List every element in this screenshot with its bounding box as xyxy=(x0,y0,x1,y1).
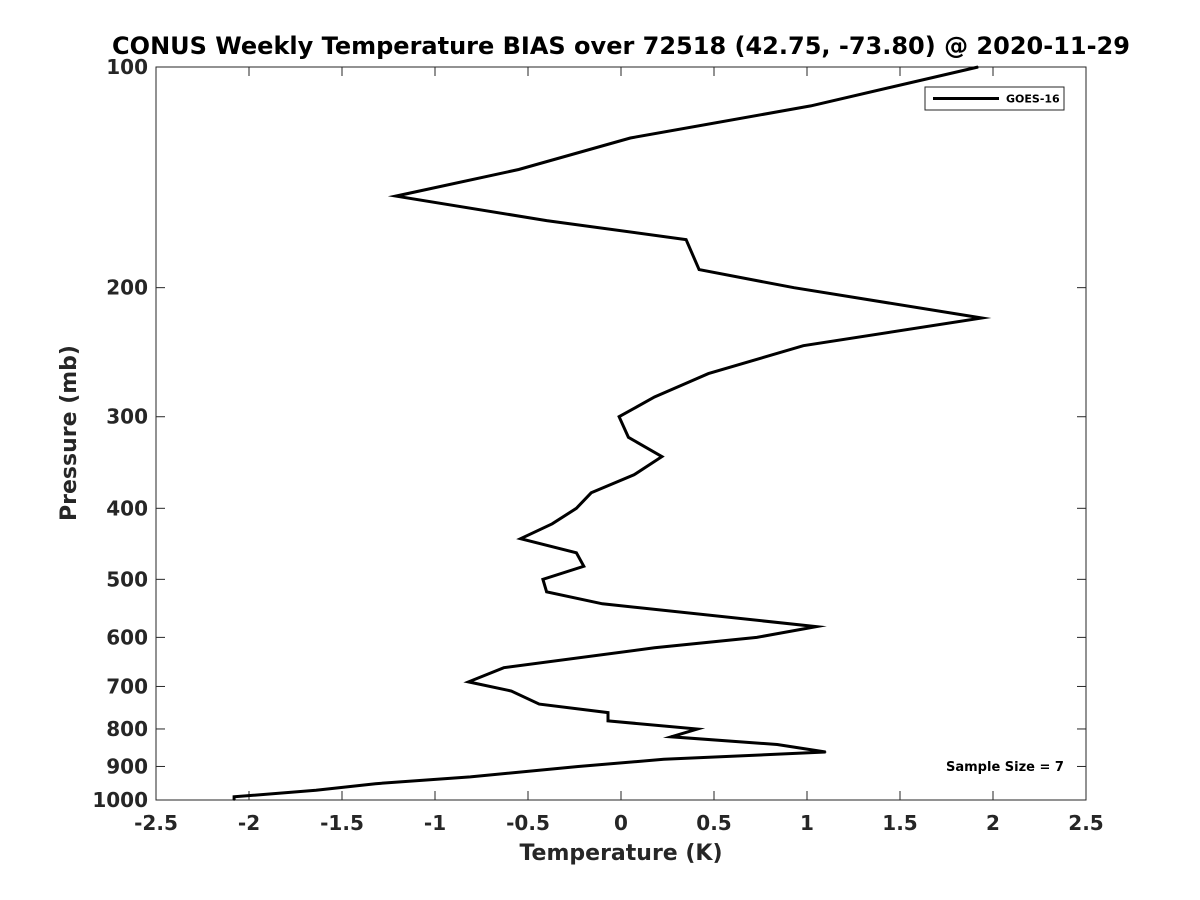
data-point xyxy=(696,728,699,730)
y-tick-label: 900 xyxy=(106,754,148,778)
series-line-goes-16 xyxy=(232,65,992,800)
data-point xyxy=(661,455,663,458)
x-axis: -2.5 -2 -1.5 -1 -0.5 0 0.5 1 1.5 2 2.5 xyxy=(134,67,1104,835)
y-tick-label: 700 xyxy=(106,674,148,698)
data-point xyxy=(233,799,235,801)
data-point xyxy=(627,436,630,439)
x-tick-label: 2 xyxy=(986,811,1000,835)
data-point xyxy=(629,137,632,139)
y-tick-label: 600 xyxy=(106,625,148,649)
y-tick-label: 1000 xyxy=(92,788,148,812)
data-point xyxy=(545,219,548,222)
data-point xyxy=(577,765,579,768)
data-point xyxy=(503,666,505,669)
data-point xyxy=(685,238,687,241)
series-layer xyxy=(232,65,992,801)
data-point xyxy=(633,474,635,476)
data-point xyxy=(545,591,548,593)
x-tick-label: 1.5 xyxy=(882,811,917,835)
x-tick-label: -2.5 xyxy=(134,811,178,835)
x-tick-label: 1 xyxy=(800,811,814,835)
x-tick-label: -1.5 xyxy=(320,811,364,835)
data-point xyxy=(653,647,656,649)
y-tick-label: 300 xyxy=(106,405,148,429)
legend: GOES-16 xyxy=(924,86,1065,111)
data-point xyxy=(395,195,397,197)
data-point xyxy=(315,789,317,792)
data-point xyxy=(981,317,983,319)
y-tick-label: 500 xyxy=(106,567,148,591)
data-point xyxy=(707,372,710,375)
data-point xyxy=(542,578,544,581)
x-axis-label: Temperature (K) xyxy=(519,841,722,866)
y-tick-label: 200 xyxy=(106,276,148,300)
chart-title: CONUS Weekly Temperature BIAS over 72518… xyxy=(112,32,1130,60)
data-point xyxy=(607,720,609,722)
data-point xyxy=(977,66,979,68)
data-point xyxy=(607,711,609,714)
y-axis-label: Pressure (mb) xyxy=(57,345,82,521)
data-point xyxy=(793,286,795,289)
y-tick-label: 800 xyxy=(106,717,148,741)
data-point xyxy=(510,690,513,692)
data-point xyxy=(551,523,553,525)
data-point xyxy=(618,415,620,418)
plot-area: -2.5 -2 -1.5 -1 -0.5 0 0.5 1 1.5 2 2.5 100 200 300 40… xyxy=(92,55,1103,835)
data-point xyxy=(575,552,578,554)
data-point xyxy=(824,751,827,753)
x-tick-label: 0.5 xyxy=(696,811,731,835)
data-point xyxy=(519,537,522,540)
axes-frame xyxy=(155,66,1087,801)
data-point xyxy=(809,105,812,107)
x-tick-label: -1 xyxy=(424,811,446,835)
data-point xyxy=(776,743,778,746)
data-point xyxy=(653,396,656,398)
data-point xyxy=(601,603,604,605)
y-tick-label: 400 xyxy=(106,496,148,520)
data-point xyxy=(590,492,592,494)
x-tick-label: -0.5 xyxy=(506,811,550,835)
data-point xyxy=(538,703,540,705)
data-point xyxy=(815,625,818,628)
sample-size-annotation: Sample Size = 7 xyxy=(946,760,1064,775)
data-point xyxy=(756,636,758,639)
x-tick-label: -2 xyxy=(238,811,260,835)
data-point xyxy=(374,782,377,785)
data-point xyxy=(698,268,700,271)
data-point xyxy=(517,168,520,171)
y-tick-label: 100 xyxy=(106,55,148,79)
data-point xyxy=(670,736,672,738)
data-point xyxy=(583,565,585,568)
data-point xyxy=(467,681,470,683)
data-point xyxy=(802,344,805,347)
x-tick-label: 2.5 xyxy=(1068,811,1103,835)
legend-label-goes-16: GOES-16 xyxy=(1006,93,1060,106)
data-point xyxy=(233,796,235,798)
data-point xyxy=(469,776,472,778)
data-point xyxy=(663,758,665,761)
data-point xyxy=(575,507,578,510)
y-axis: 100 200 300 400 500 600 700 800 900 1000 xyxy=(92,55,1086,812)
x-tick-label: 0 xyxy=(614,811,628,835)
